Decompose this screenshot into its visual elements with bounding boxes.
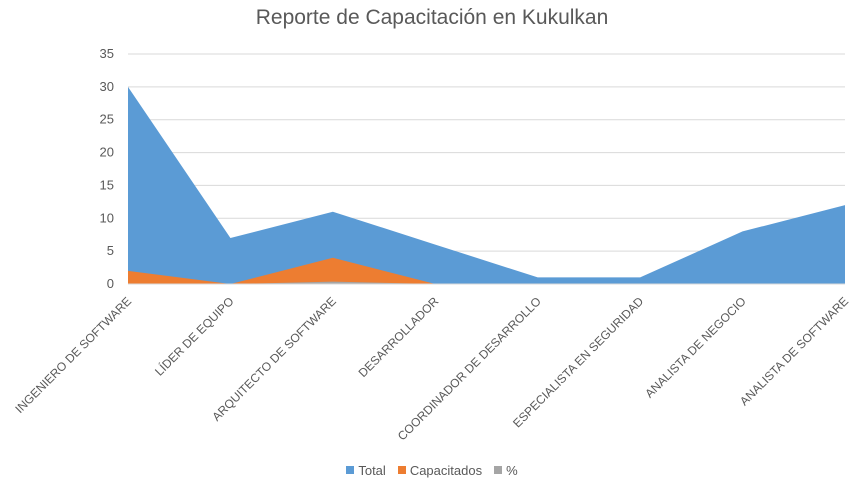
chart-title: Reporte de Capacitación en Kukulkan: [255, 6, 609, 29]
y-tick-label: 10: [100, 210, 114, 225]
y-tick-label: 20: [100, 145, 114, 160]
series-area-1: [128, 257, 845, 284]
legend-label: Total: [358, 462, 386, 478]
legend-label: Capacitados: [409, 462, 483, 478]
y-tick-label: 30: [100, 79, 114, 94]
x-tick-label: ARQUITECTO DE SOFTWARE: [209, 294, 339, 424]
legend-item: %: [494, 463, 518, 478]
x-tick-label: LÍDER DE EQUIPO: [151, 294, 236, 379]
legend-item: Total: [346, 462, 386, 478]
y-tick-label: 5: [107, 243, 114, 258]
x-tick-label: INGENIERO DE SOFTWARE: [12, 294, 134, 416]
series-area-0: [128, 86, 845, 284]
legend-item: Capacitados: [397, 462, 483, 478]
y-tick-label: 15: [100, 177, 114, 192]
legend-label: %: [506, 462, 518, 478]
legend-swatch: [397, 466, 406, 474]
series-area-2: [128, 281, 845, 284]
x-tick-label: ANALISTA DE SOFTWARE: [737, 294, 851, 408]
legend-swatch: [346, 466, 355, 474]
y-tick-label: 35: [100, 46, 114, 61]
x-tick-label: DESARROLLADOR: [356, 294, 442, 380]
legend-swatch: [494, 466, 503, 474]
y-tick-label: 25: [100, 112, 114, 127]
x-tick-label: ANALISTA DE NEGOCIO: [642, 294, 748, 400]
legend: Total Capacitados%: [0, 462, 864, 478]
y-tick-label: 0: [107, 276, 114, 291]
